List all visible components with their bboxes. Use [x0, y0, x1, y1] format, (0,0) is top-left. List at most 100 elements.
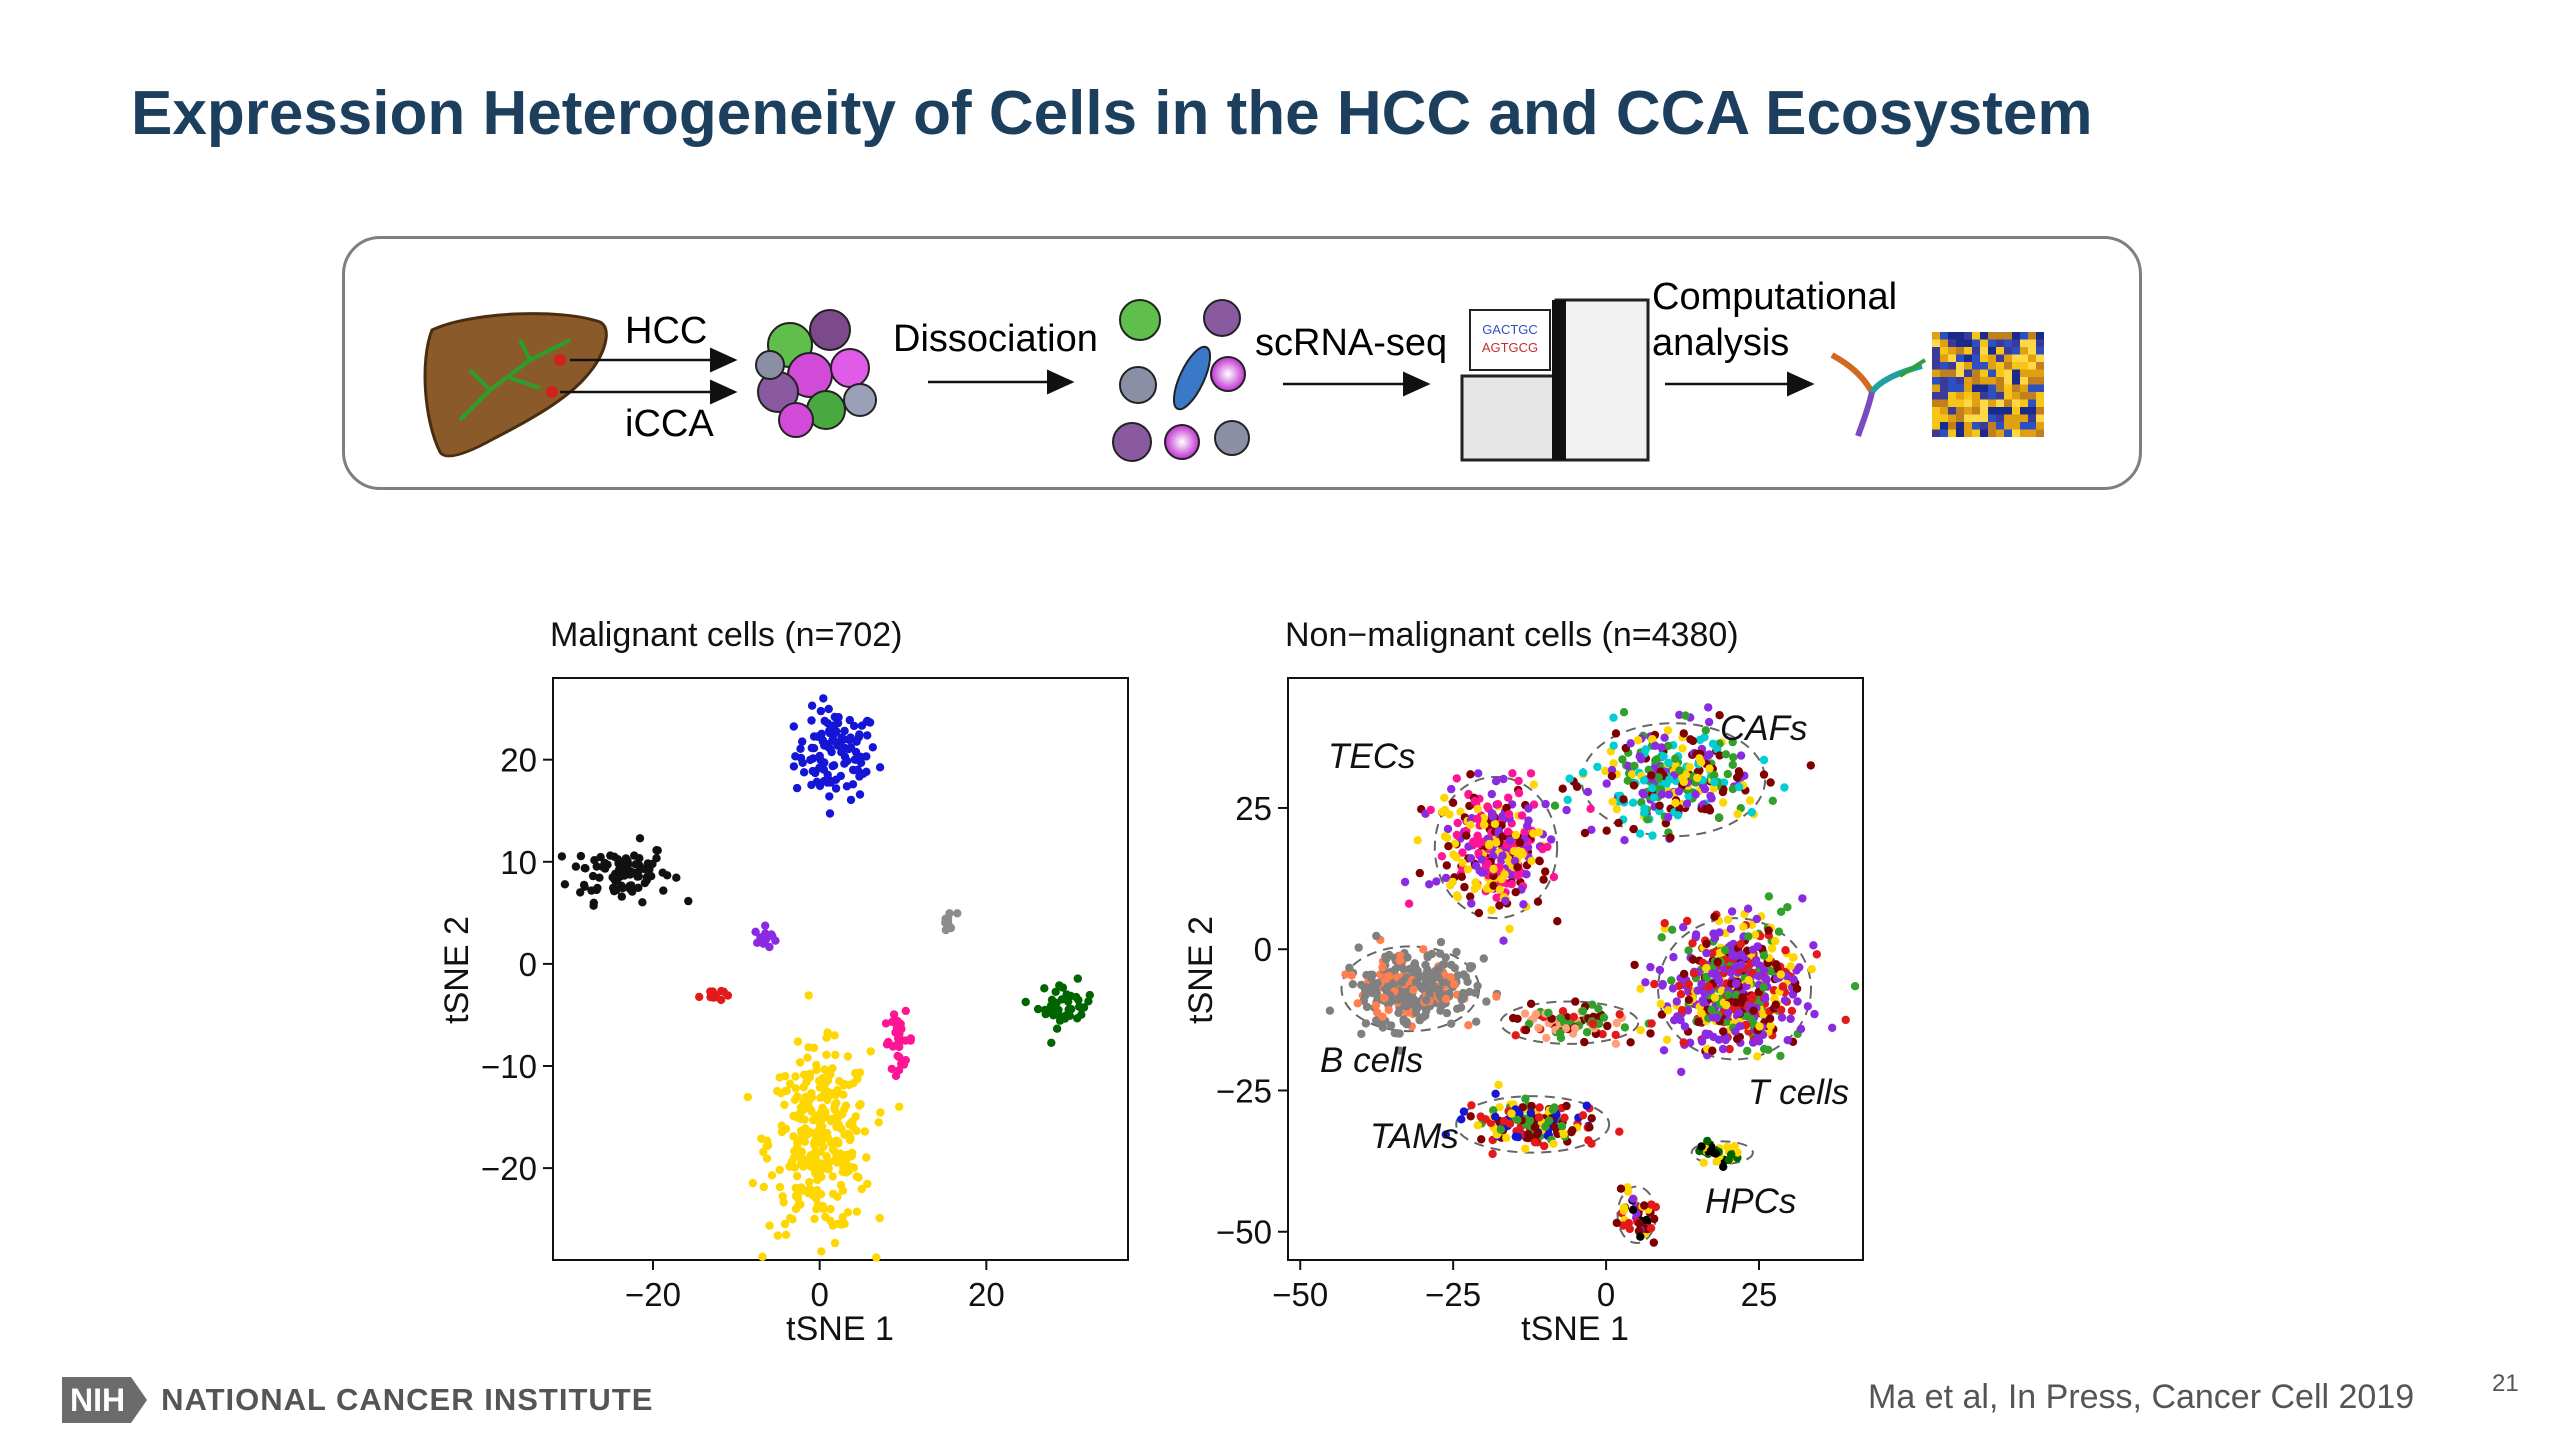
data-point: [818, 1114, 827, 1124]
nonmalignant-points: [1325, 703, 1860, 1247]
data-point: [1647, 1019, 1656, 1028]
data-point: [1783, 1036, 1792, 1045]
data-point: [1535, 1113, 1544, 1122]
heatmap-cell: [1956, 362, 1964, 370]
data-point: [1789, 975, 1798, 984]
data-point: [1467, 962, 1477, 971]
heatmap-cell: [2028, 332, 2036, 340]
nih-chevron: [131, 1377, 148, 1423]
data-point: [1452, 830, 1462, 840]
heatmap-cell: [1948, 354, 1956, 362]
data-point: [1733, 1034, 1742, 1044]
data-point: [1760, 966, 1769, 975]
data-point: [1679, 969, 1689, 979]
data-point: [1441, 1130, 1450, 1139]
data-point: [1542, 1033, 1551, 1043]
data-point: [1719, 785, 1728, 794]
heatmap-cell: [1940, 369, 1948, 377]
data-point: [1502, 1133, 1511, 1142]
data-point: [1442, 833, 1452, 842]
data-point: [895, 1102, 904, 1111]
data-point: [1567, 1128, 1576, 1137]
data-point: [1402, 1020, 1411, 1029]
data-point: [1452, 853, 1461, 862]
data-point: [761, 929, 770, 938]
heatmap-cell: [1996, 369, 2004, 377]
data-point: [1619, 1203, 1629, 1212]
data-point: [1755, 1022, 1764, 1031]
data-point: [1650, 979, 1659, 989]
heatmap-cell: [1980, 369, 1988, 377]
data-point: [1372, 988, 1381, 997]
heatmap-cell: [2004, 354, 2012, 362]
heatmap-cell: [1980, 384, 1988, 392]
data-point: [1699, 1158, 1708, 1167]
data-point: [1524, 804, 1533, 813]
slide-title: Expression Heterogeneity of Cells in the…: [131, 79, 2093, 148]
data-point: [1530, 1123, 1540, 1132]
data-point: [1707, 1005, 1716, 1015]
heatmap-cell: [1948, 414, 1956, 422]
data-point: [1694, 1017, 1703, 1027]
data-point: [1461, 972, 1471, 982]
data-point: [1500, 870, 1509, 879]
data-point: [1458, 848, 1467, 857]
data-point: [1421, 983, 1431, 992]
heatmap-cell: [2012, 422, 2020, 430]
nci-logo: NIH NATIONAL CANCER INSTITUTE: [62, 1370, 653, 1430]
data-point: [1636, 1026, 1645, 1035]
data-point: [1549, 872, 1559, 882]
data-point: [1064, 997, 1073, 1006]
data-point: [1464, 1021, 1473, 1030]
data-point: [817, 1247, 826, 1256]
data-point: [1841, 1015, 1850, 1025]
data-point: [852, 1207, 862, 1216]
heatmap-cell: [2020, 332, 2028, 340]
data-point: [1563, 795, 1572, 805]
heatmap-cell: [1956, 422, 1964, 430]
data-point: [829, 729, 839, 739]
data-point: [1474, 848, 1483, 858]
data-point: [807, 701, 817, 710]
y-tick-label: 10: [500, 844, 537, 881]
heatmap-cell: [1980, 377, 1988, 385]
data-point: [600, 858, 609, 868]
data-point: [1748, 945, 1758, 954]
data-point: [1762, 974, 1771, 983]
data-point: [1671, 754, 1680, 763]
data-point: [1710, 912, 1719, 921]
data-point: [791, 1084, 800, 1093]
data-point: [1626, 739, 1635, 748]
data-point: [1557, 1121, 1567, 1131]
data-point: [831, 1050, 840, 1060]
heatmap-cell: [2012, 369, 2020, 377]
heatmap-cell: [1996, 392, 2004, 400]
data-point: [1373, 979, 1382, 988]
data-point: [1602, 826, 1611, 835]
data-point: [1488, 812, 1498, 821]
data-point: [1513, 1132, 1523, 1142]
data-point: [1850, 982, 1860, 991]
data-point: [1473, 831, 1482, 840]
heatmap-cell: [1980, 392, 1988, 400]
nonmalignant-axes: −50 −25 0 25 25 0 −25 −50: [1216, 790, 1777, 1313]
heatmap-cell: [1980, 422, 1988, 430]
data-point: [1473, 981, 1482, 991]
data-point: [1688, 955, 1698, 964]
data-point: [846, 795, 856, 805]
data-point: [1659, 752, 1668, 761]
cluster-outline: [1455, 1095, 1611, 1154]
data-point: [1503, 827, 1513, 836]
data-point: [1054, 1011, 1064, 1020]
heatmap-cell: [1988, 332, 1996, 340]
data-point: [785, 1079, 795, 1088]
data-point: [771, 936, 780, 945]
data-point: [1354, 943, 1363, 952]
data-point: [1796, 1024, 1806, 1034]
data-point: [1623, 776, 1632, 785]
heatmap-cell: [1956, 392, 1964, 400]
data-point: [1494, 1080, 1503, 1090]
heatmap-cell: [2020, 429, 2028, 437]
data-point: [1699, 998, 1708, 1007]
data-point: [809, 1115, 818, 1125]
